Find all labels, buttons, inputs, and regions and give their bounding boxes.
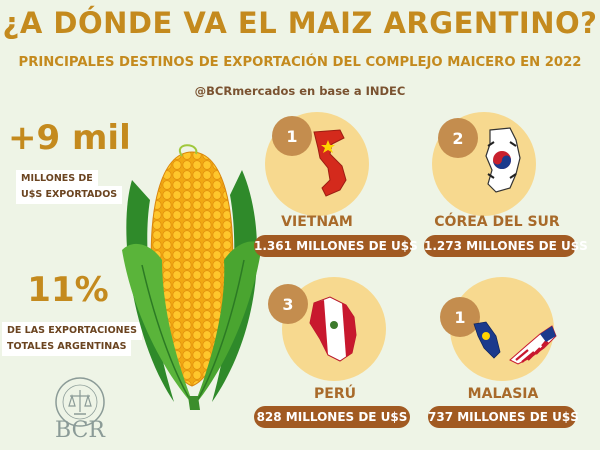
rank-badge: 2 (438, 118, 478, 158)
destination-value: 737 MILLONES DE U$S (428, 406, 579, 428)
stat-share-value: 11% (27, 270, 109, 310)
rank-badge: 3 (268, 284, 308, 324)
destination-country: PERÚ (314, 386, 356, 402)
destination-country: MALASIA (467, 386, 539, 402)
destination-country: VIETNAM (281, 214, 353, 230)
rank-badge: 1 (272, 116, 312, 156)
stat-share-label-line2: TOTALES ARGENTINAS (2, 338, 132, 356)
malaysia-map-icon (473, 321, 557, 365)
stat-millions-value: +9 mil (8, 118, 131, 158)
page-title: ¿A DÓNDE VA EL MAIZ ARGENTINO? (2, 6, 598, 40)
source-credit: @BCRmercados en base a INDEC (194, 84, 406, 98)
destination-value: 1.273 MILLONES DE U$S (424, 235, 588, 257)
rank-badge: 1 (440, 297, 480, 337)
destination-value: 828 MILLONES DE U$S (254, 406, 410, 428)
bcr-seal-icon (55, 377, 105, 427)
page-subtitle: PRINCIPALES DESTINOS DE EXPORTACIÓN DEL … (18, 55, 582, 70)
stat-millions-label-line2: U$S EXPORTADOS (16, 186, 123, 204)
stat-share-label-line1: DE LAS EXPORTACIONES (2, 322, 142, 340)
corn-illustration (122, 144, 262, 410)
stat-millions-label-line1: MILLONES DE (16, 170, 98, 188)
destination-country: CÓREA DEL SUR (434, 214, 560, 230)
vietnam-map-icon (313, 129, 347, 197)
peru-map-icon (309, 296, 357, 362)
south-korea-map-icon (485, 127, 521, 193)
bcr-logo-text: BCR (55, 418, 105, 443)
destination-value: 1.361 MILLONES DE U$S (254, 235, 418, 257)
